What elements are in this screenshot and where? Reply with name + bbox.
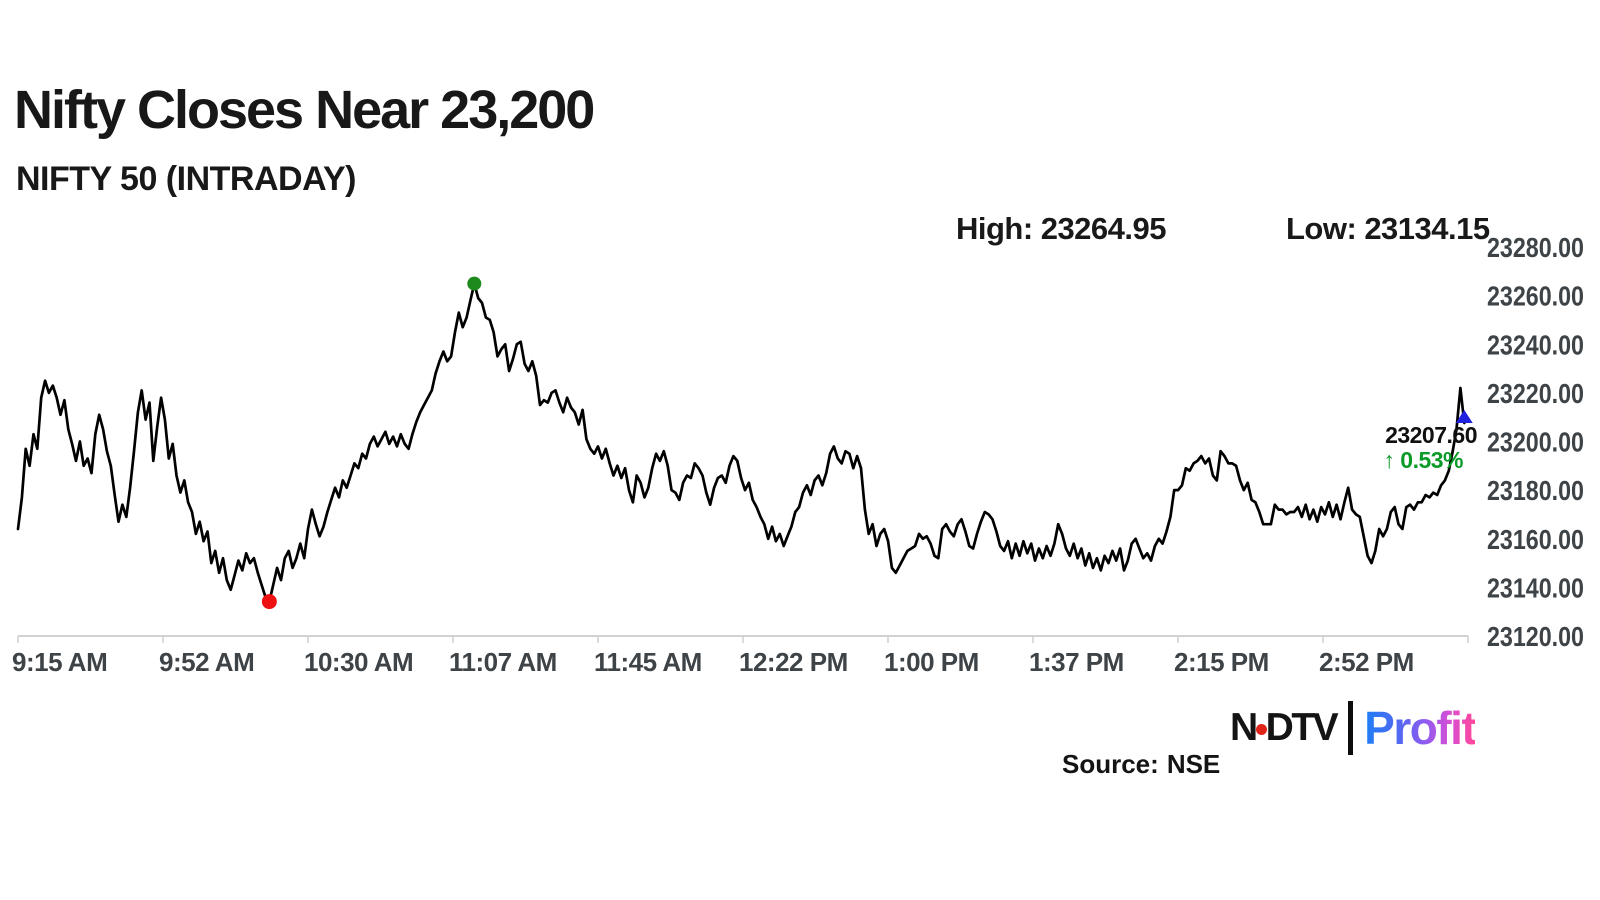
page-title: Nifty Closes Near 23,200: [14, 80, 595, 140]
x-axis-label: 11:45 AM: [594, 647, 702, 677]
high-stat-value: 23264.95: [1040, 211, 1167, 246]
chart-subtitle: NIFTY 50 (INTRADAY): [16, 160, 357, 198]
x-axis-label: 1:00 PM: [884, 647, 979, 677]
profit-logo-text: Profit: [1364, 702, 1477, 754]
ndtv-logo-red-dot-icon: [1255, 723, 1267, 735]
low-stat-value: 23134.15: [1364, 211, 1490, 246]
y-axis-label: 23120.00: [1487, 621, 1584, 652]
x-axis-label: 11:07 AM: [449, 647, 557, 677]
ndtv-logo-dtv: DTV: [1265, 706, 1339, 749]
y-axis-label: 23200.00: [1487, 427, 1584, 458]
low-marker-dot: [261, 594, 277, 610]
x-axis-label: 1:37 PM: [1029, 647, 1124, 677]
x-axis-label: 2:52 PM: [1319, 647, 1414, 677]
last-price-label: 23207.60: [1385, 422, 1477, 448]
price-line: [16, 282, 1466, 603]
y-axis-label: 23180.00: [1487, 475, 1584, 506]
ndtv-logo-n: N: [1230, 706, 1258, 749]
source-label: Source:: [1062, 749, 1159, 779]
y-axis-label: 23160.00: [1487, 524, 1584, 555]
source-value: NSE: [1166, 749, 1221, 779]
y-axis-label: 23220.00: [1487, 378, 1584, 409]
high-marker-dot: [467, 276, 482, 291]
source-attribution: Source: NSE: [1062, 749, 1220, 780]
x-axis-label: 10:30 AM: [304, 647, 413, 677]
close-marker-triangle: [1455, 410, 1473, 424]
ndtv-logo-text: N DTV: [1230, 706, 1339, 750]
low-stat-label: Low:: [1286, 211, 1357, 246]
y-axis-label: 23280.00: [1487, 232, 1584, 263]
high-stat-label: High:: [956, 211, 1033, 246]
ndtv-profit-logo: N DTV Profit: [1230, 700, 1477, 756]
x-axis-label: 9:52 AM: [159, 647, 254, 677]
x-axis-label: 9:15 AM: [12, 647, 107, 677]
y-axis-label: 23240.00: [1487, 329, 1584, 360]
change-percent-label: ↑ 0.53%: [1383, 447, 1463, 473]
x-axis-label: 12:22 PM: [739, 647, 848, 677]
logo-divider-bar: [1348, 701, 1354, 755]
high-stat: High: 23264.95: [956, 211, 1167, 247]
y-axis-label: 23140.00: [1487, 572, 1584, 603]
x-axis-label: 2:15 PM: [1174, 647, 1269, 677]
low-stat: Low: 23134.15: [1286, 211, 1490, 247]
y-axis-label: 23260.00: [1487, 281, 1584, 312]
